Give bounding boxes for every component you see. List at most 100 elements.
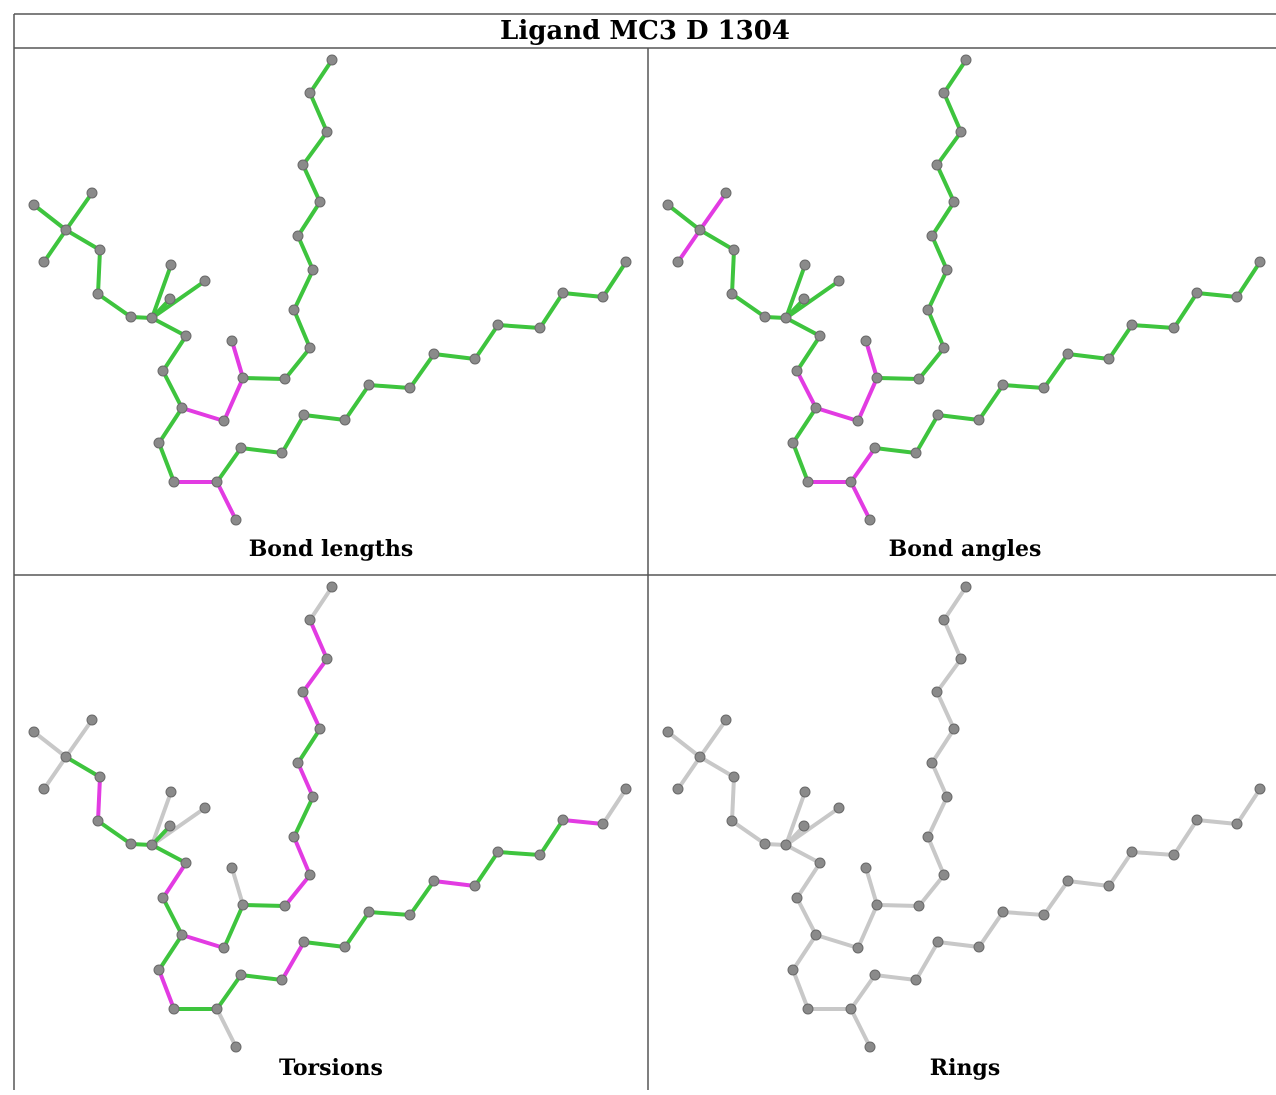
molecule-bond-angles xyxy=(662,54,1266,526)
atom xyxy=(922,304,934,316)
atom xyxy=(298,936,310,948)
bond xyxy=(302,413,347,422)
bond xyxy=(784,806,841,847)
atom xyxy=(94,244,106,256)
atom xyxy=(125,311,137,323)
atom xyxy=(314,723,326,735)
panel-rings: Rings xyxy=(648,575,1276,1095)
atom xyxy=(38,783,50,795)
bond xyxy=(64,191,94,232)
bond xyxy=(496,850,542,857)
atom xyxy=(941,264,953,276)
atom xyxy=(1254,256,1266,268)
atom xyxy=(226,335,238,347)
atom xyxy=(1038,382,1050,394)
bond xyxy=(917,873,946,908)
bond xyxy=(96,248,102,296)
bond xyxy=(561,291,605,299)
atom xyxy=(833,802,845,814)
atom xyxy=(955,653,967,665)
bond xyxy=(308,618,329,661)
bond xyxy=(601,260,628,299)
atom xyxy=(176,402,188,414)
bond xyxy=(926,268,949,312)
bond xyxy=(791,968,810,1011)
atom xyxy=(1103,880,1115,892)
atom xyxy=(938,614,950,626)
atom xyxy=(230,514,242,526)
bond xyxy=(1001,910,1046,917)
bond xyxy=(64,228,102,252)
bond xyxy=(157,441,176,484)
atom xyxy=(125,838,137,850)
panel-bond-angles: Bond angles xyxy=(648,48,1276,568)
atom xyxy=(237,372,249,384)
atom xyxy=(802,476,814,488)
bond xyxy=(1195,291,1239,299)
bond xyxy=(1235,260,1262,299)
atom xyxy=(288,831,300,843)
atom xyxy=(307,791,319,803)
bond xyxy=(784,263,807,320)
bond xyxy=(302,940,347,949)
bond xyxy=(1066,879,1111,888)
atom xyxy=(871,899,883,911)
bond xyxy=(942,618,963,661)
bond xyxy=(157,968,176,1011)
bond xyxy=(230,866,245,907)
bond xyxy=(32,203,68,232)
bond xyxy=(914,413,940,455)
atom xyxy=(86,187,98,199)
atom xyxy=(931,686,943,698)
atom xyxy=(298,409,310,421)
atom xyxy=(791,892,803,904)
atom xyxy=(955,126,967,138)
bond xyxy=(926,308,946,350)
bond xyxy=(308,585,334,622)
atom xyxy=(492,319,504,331)
bond xyxy=(367,383,412,390)
bond xyxy=(784,843,822,865)
atom xyxy=(941,791,953,803)
bond xyxy=(936,413,981,422)
bond xyxy=(296,727,322,765)
bond xyxy=(1107,850,1134,888)
atom xyxy=(153,964,165,976)
atom xyxy=(799,259,811,271)
atom xyxy=(810,929,822,941)
atom xyxy=(720,714,732,726)
atom xyxy=(292,757,304,769)
bond xyxy=(1001,383,1046,390)
bond xyxy=(161,369,184,410)
bond xyxy=(239,973,284,982)
atom xyxy=(780,312,792,324)
bond xyxy=(280,940,306,982)
bond xyxy=(222,903,245,950)
bond xyxy=(292,268,315,312)
bond xyxy=(215,1007,238,1049)
atom xyxy=(814,857,826,869)
bond xyxy=(930,727,956,765)
atom xyxy=(168,476,180,488)
atom xyxy=(932,936,944,948)
panel-bond-lengths: Bond lengths xyxy=(14,48,648,568)
bond xyxy=(730,775,736,823)
bond xyxy=(1130,850,1176,857)
atom xyxy=(276,447,288,459)
bond xyxy=(222,376,245,423)
bond xyxy=(942,58,968,95)
bond xyxy=(935,163,956,204)
atom xyxy=(728,244,740,256)
bond xyxy=(873,446,918,455)
atom xyxy=(973,941,985,953)
bond xyxy=(935,130,963,167)
bond xyxy=(849,973,877,1011)
bond xyxy=(1235,787,1262,826)
bond xyxy=(32,730,68,759)
bond xyxy=(343,910,371,949)
bond xyxy=(239,446,284,455)
atom xyxy=(199,802,211,814)
atom xyxy=(404,382,416,394)
bond xyxy=(42,228,68,264)
atom xyxy=(153,437,165,449)
